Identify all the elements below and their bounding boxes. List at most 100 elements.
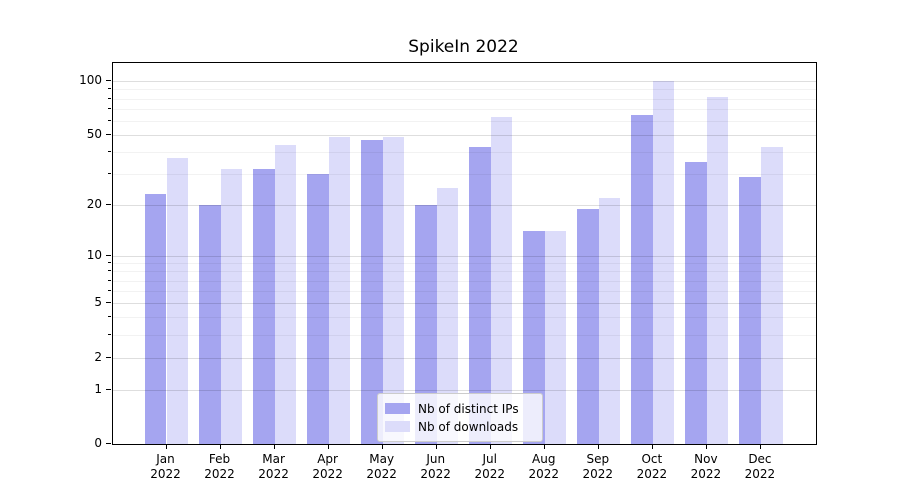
x-tick-month: May xyxy=(369,452,395,466)
gridline-y-100 xyxy=(113,81,816,83)
gridline-y-7 xyxy=(113,280,816,282)
y-minortick-80 xyxy=(108,97,111,99)
y-tick-label-100: 100 xyxy=(79,73,102,88)
gridline-y-90 xyxy=(113,89,816,91)
gridline-y-60 xyxy=(113,120,816,122)
x-tick-month: Mar xyxy=(262,452,285,466)
gridline-y-6 xyxy=(113,291,816,293)
y-tick-10 xyxy=(106,254,111,256)
y-minortick-3 xyxy=(108,334,111,336)
legend-label-downloads: Nb of downloads xyxy=(418,419,519,434)
y-minortick-70 xyxy=(108,107,111,109)
y-tick-5 xyxy=(106,302,111,304)
bar-distinct-ips-aug xyxy=(523,231,545,444)
x-tick-month: Aug xyxy=(532,452,556,466)
x-tick-label-jan: Jan 2022 xyxy=(131,452,201,482)
x-tick-year: 2022 xyxy=(420,467,451,481)
bar-distinct-ips-jul xyxy=(469,146,491,444)
x-tick-year: 2022 xyxy=(636,467,668,481)
gridline-y-30 xyxy=(113,174,816,176)
x-tick-nov xyxy=(705,444,707,449)
y-tick-100 xyxy=(106,80,111,82)
bar-distinct-ips-jun xyxy=(415,204,437,444)
plot-area xyxy=(112,62,817,445)
gridline-y-50 xyxy=(113,134,816,136)
x-tick-label-dec: Dec 2022 xyxy=(725,452,795,482)
x-tick-year: 2022 xyxy=(312,467,343,481)
y-minortick-8 xyxy=(108,270,111,272)
x-tick-jul xyxy=(489,444,491,449)
x-tick-label-mar: Mar 2022 xyxy=(239,452,309,482)
bar-downloads-apr xyxy=(328,136,351,444)
x-tick-month: Dec xyxy=(748,452,772,466)
x-tick-year: 2022 xyxy=(150,467,181,481)
y-tick-label-5: 5 xyxy=(94,295,102,310)
gridline-y-20 xyxy=(113,204,816,206)
x-tick-label-feb: Feb 2022 xyxy=(185,452,255,482)
bar-downloads-jul xyxy=(490,117,513,444)
x-tick-label-jun: Jun 2022 xyxy=(401,452,471,482)
y-tick-label-2: 2 xyxy=(94,349,102,364)
gridline-y-70 xyxy=(113,108,816,110)
x-tick-aug xyxy=(543,444,545,449)
bar-downloads-may xyxy=(382,136,405,444)
x-tick-year: 2022 xyxy=(258,467,289,481)
gridline-y-2 xyxy=(113,357,816,359)
bar-distinct-ips-sep xyxy=(577,208,599,444)
bar-distinct-ips-oct xyxy=(631,114,653,444)
legend-swatch-downloads xyxy=(385,421,410,432)
bar-downloads-aug xyxy=(544,231,567,444)
x-tick-year: 2022 xyxy=(528,467,560,481)
gridline-y-9 xyxy=(113,263,816,264)
legend-label-distinct-ips: Nb of distinct IPs xyxy=(418,401,519,416)
y-tick-label-10: 10 xyxy=(86,247,102,262)
gridline-y-4 xyxy=(113,317,816,319)
gridline-y-3 xyxy=(113,335,816,337)
bar-distinct-ips-jan xyxy=(144,194,167,444)
bar-distinct-ips-apr xyxy=(307,174,329,444)
x-tick-jan xyxy=(165,444,167,449)
x-tick-year: 2022 xyxy=(582,467,614,481)
y-minortick-30 xyxy=(108,173,111,175)
bar-distinct-ips-mar xyxy=(252,169,275,444)
bar-distinct-ips-nov xyxy=(685,162,707,444)
y-tick-20 xyxy=(106,203,111,205)
x-tick-feb xyxy=(219,444,221,449)
y-tick-2 xyxy=(106,356,111,358)
x-tick-jun xyxy=(435,444,437,449)
y-minortick-7 xyxy=(108,279,111,281)
x-tick-month: Apr xyxy=(317,452,338,466)
x-tick-mar xyxy=(273,444,275,449)
y-minortick-40 xyxy=(108,151,111,153)
x-tick-month: Jul xyxy=(482,452,497,466)
x-tick-label-jul: Jul 2022 xyxy=(455,452,525,482)
x-tick-may xyxy=(381,444,383,449)
gridline-y-5 xyxy=(113,303,816,305)
x-tick-year: 2022 xyxy=(690,467,722,481)
y-minortick-9 xyxy=(108,262,111,263)
bar-downloads-nov xyxy=(706,96,729,444)
y-tick-1 xyxy=(106,388,111,390)
bar-distinct-ips-dec xyxy=(739,176,761,444)
x-tick-label-nov: Nov 2022 xyxy=(671,452,741,482)
y-tick-label-0: 0 xyxy=(94,436,102,450)
legend-item-downloads: Nb of downloads xyxy=(385,418,535,435)
x-tick-month: Jun xyxy=(426,452,446,466)
y-tick-0 xyxy=(106,443,111,444)
x-tick-label-sep: Sep 2022 xyxy=(563,452,633,482)
gridline-y-40 xyxy=(113,152,816,154)
x-tick-oct xyxy=(651,444,653,449)
y-tick-label-1: 1 xyxy=(94,381,102,396)
gridline-y-8 xyxy=(113,271,816,273)
bar-distinct-ips-may xyxy=(361,139,383,444)
bar-downloads-dec xyxy=(760,146,783,444)
x-tick-year: 2022 xyxy=(744,467,776,481)
bar-downloads-sep xyxy=(598,197,621,444)
bar-distinct-ips-feb xyxy=(198,204,221,444)
y-minortick-6 xyxy=(108,290,111,292)
x-tick-sep xyxy=(597,444,599,449)
bars-layer xyxy=(113,63,816,444)
gridline-y-10 xyxy=(113,255,816,257)
x-tick-year: 2022 xyxy=(474,467,505,481)
